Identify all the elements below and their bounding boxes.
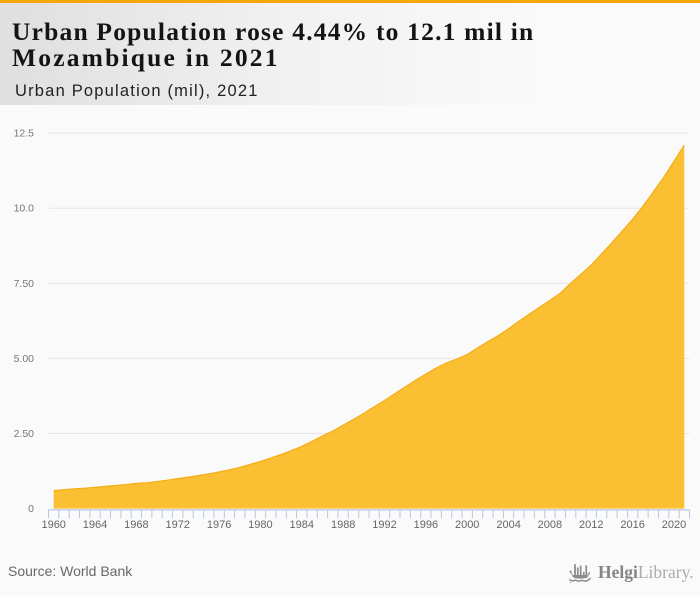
svg-text:5.00: 5.00 <box>14 353 35 365</box>
svg-text:1960: 1960 <box>41 519 65 531</box>
svg-text:1980: 1980 <box>248 519 272 531</box>
svg-text:2000: 2000 <box>455 519 479 531</box>
svg-text:1972: 1972 <box>165 519 189 531</box>
svg-text:2004: 2004 <box>496 519 520 531</box>
svg-text:1964: 1964 <box>83 519 107 531</box>
svg-text:1984: 1984 <box>290 519 314 531</box>
svg-text:1968: 1968 <box>124 519 148 531</box>
svg-text:2020: 2020 <box>662 519 686 531</box>
svg-text:1992: 1992 <box>372 519 396 531</box>
svg-text:2012: 2012 <box>579 519 603 531</box>
svg-text:10.0: 10.0 <box>14 203 35 215</box>
svg-text:2008: 2008 <box>538 519 562 531</box>
svg-text:1976: 1976 <box>207 519 231 531</box>
svg-text:0: 0 <box>28 503 34 515</box>
svg-text:12.5: 12.5 <box>14 128 35 140</box>
svg-text:2.50: 2.50 <box>14 428 35 440</box>
svg-text:1988: 1988 <box>331 519 355 531</box>
svg-text:7.50: 7.50 <box>14 278 35 290</box>
svg-text:2016: 2016 <box>620 519 644 531</box>
svg-text:1996: 1996 <box>414 519 438 531</box>
